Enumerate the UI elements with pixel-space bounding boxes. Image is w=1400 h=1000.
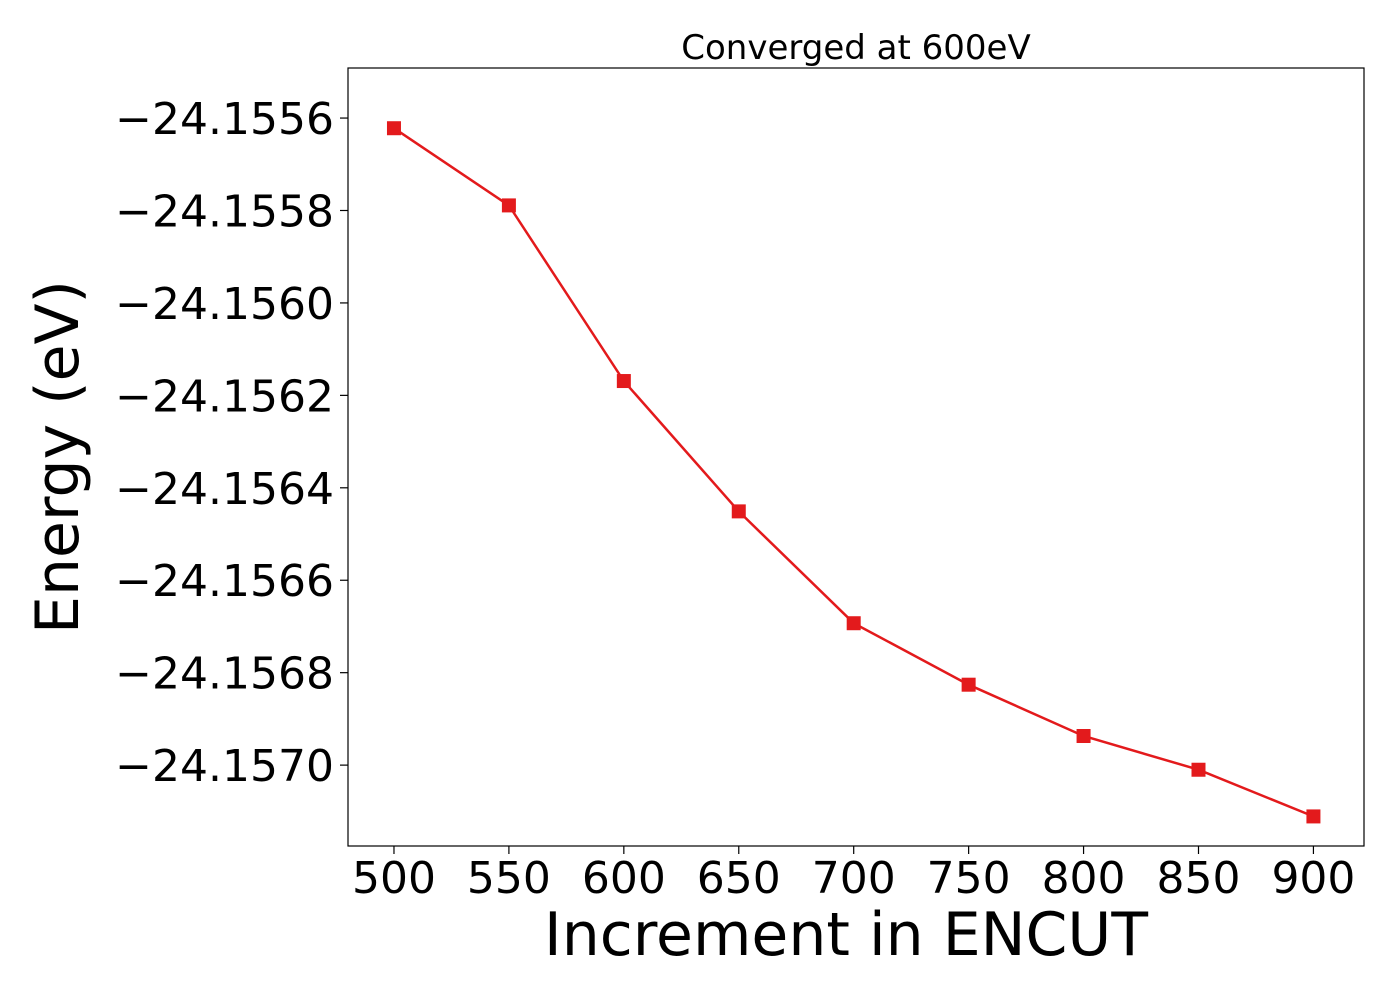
- data-point: [961, 677, 976, 692]
- data-point: [731, 504, 746, 519]
- data-point: [1306, 809, 1321, 824]
- plot-area: [347, 67, 1365, 847]
- y-axis: −24.1556 −24.1558 −24.1560 −24.1562 −24.1564…: [115, 94, 348, 792]
- data-point: [1191, 762, 1206, 777]
- series-layer: [386, 121, 1321, 824]
- y-tick-label: −24.1558: [115, 186, 334, 237]
- y-tick-label: −24.1556: [115, 94, 334, 145]
- x-tick-label: 600: [582, 853, 666, 904]
- x-tick-label: 500: [352, 853, 436, 904]
- x-axis-label: Increment in ENCUT: [544, 900, 1148, 970]
- chart-title: Converged at 600eV: [681, 28, 1030, 68]
- y-tick-label: −24.1562: [115, 371, 334, 422]
- y-tick-label: −24.1564: [115, 464, 334, 515]
- data-point: [616, 374, 631, 389]
- y-axis-label: Energy (eV): [23, 280, 93, 634]
- data-point: [386, 121, 401, 136]
- data-point: [846, 616, 861, 631]
- y-tick-label: −24.1570: [115, 741, 334, 792]
- x-axis: 500 550 600 650 700 750 800 850 900: [352, 846, 1355, 904]
- y-tick-label: −24.1560: [115, 279, 334, 330]
- y-tick-label: −24.1568: [115, 649, 334, 700]
- x-tick-label: 900: [1271, 853, 1355, 904]
- x-tick-label: 550: [467, 853, 551, 904]
- x-tick-label: 750: [927, 853, 1011, 904]
- data-point: [501, 198, 516, 213]
- data-point: [1076, 728, 1091, 743]
- y-tick-label: −24.1566: [115, 556, 334, 607]
- x-tick-label: 650: [697, 853, 781, 904]
- x-tick-label: 700: [812, 853, 896, 904]
- x-tick-label: 850: [1157, 853, 1241, 904]
- x-tick-label: 800: [1042, 853, 1126, 904]
